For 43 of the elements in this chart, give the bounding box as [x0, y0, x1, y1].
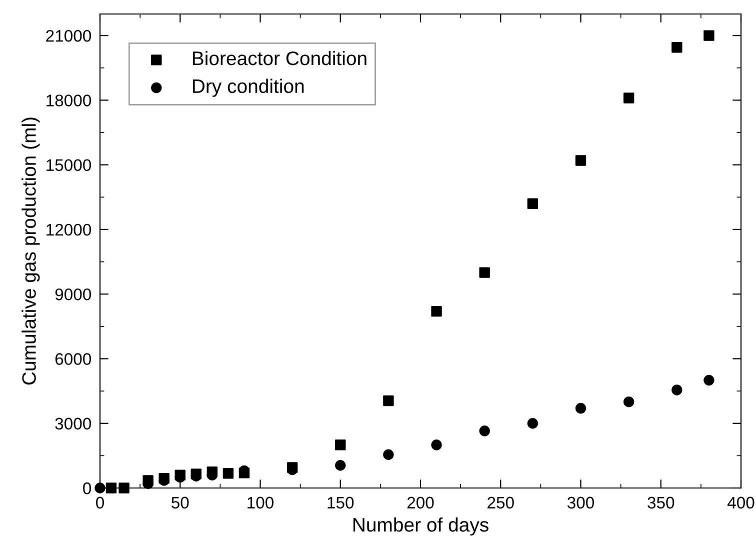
x-tick-label: 100: [248, 496, 274, 509]
point: [479, 267, 490, 278]
y-tick-label: 15000: [46, 159, 92, 172]
point: [527, 418, 538, 429]
legend-label: Dry condition: [192, 78, 304, 97]
point: [704, 30, 714, 41]
point: [623, 92, 634, 104]
point: [335, 440, 346, 450]
x-tick-label: 0: [96, 496, 104, 509]
point: [335, 460, 346, 471]
x-axis-title: Number of days: [353, 517, 488, 536]
point: [106, 482, 117, 494]
y-axis-title: Cumulative gas production (ml): [22, 118, 40, 385]
point: [704, 374, 714, 386]
y-tick-label: 12000: [46, 224, 92, 236]
x-tick-label: 400: [727, 496, 754, 509]
point: [431, 306, 442, 317]
point: [623, 396, 634, 408]
point: [672, 42, 682, 53]
point: [479, 426, 490, 436]
x-tick-label: 50: [172, 496, 189, 509]
point: [222, 468, 234, 479]
y-tick-label: 0: [83, 482, 92, 494]
y-tick-label: 18000: [46, 94, 92, 106]
point: [431, 440, 442, 450]
x-tick-label: 200: [407, 496, 434, 509]
legend-label: Bioreactor Condition: [192, 50, 366, 66]
point: [118, 482, 130, 494]
x-tick-label: 150: [328, 496, 354, 509]
point: [672, 384, 682, 396]
y-tick-label: 3000: [55, 418, 92, 430]
y-tick-label: 9000: [55, 288, 92, 300]
point: [383, 449, 394, 460]
x-tick-label: 300: [567, 496, 594, 509]
point: [527, 198, 538, 209]
point: [575, 155, 586, 166]
y-tick-label: 21000: [46, 30, 92, 42]
point: [94, 482, 106, 494]
point: [575, 402, 586, 414]
x-tick-label: 350: [648, 496, 674, 509]
x-tick-label: 250: [488, 496, 514, 509]
point: [383, 395, 394, 406]
y-tick-label: 6000: [55, 353, 92, 365]
